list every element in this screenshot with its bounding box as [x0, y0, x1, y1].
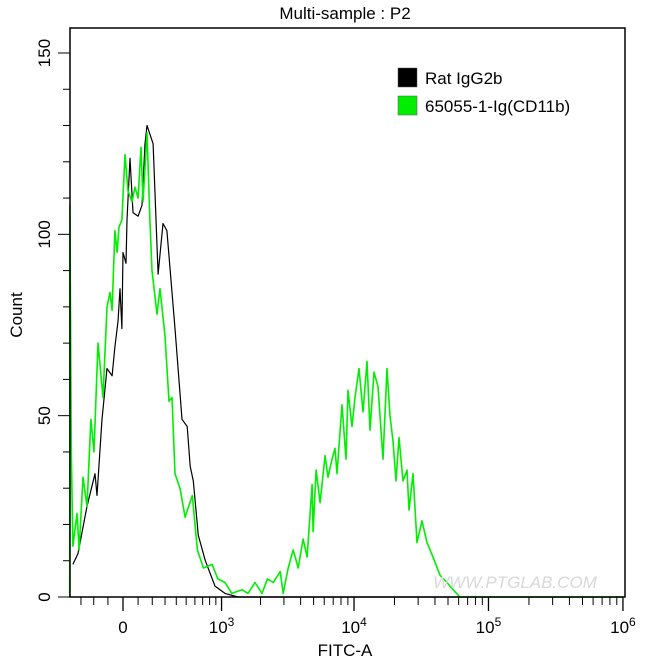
x-tick-label: 104 — [341, 615, 367, 637]
legend-swatch-1 — [397, 95, 418, 116]
legend-label-0: Rat IgG2b — [425, 69, 503, 88]
legend-swatch-0 — [397, 67, 418, 88]
y-tick-label: 100 — [35, 220, 54, 248]
plot-area — [68, 124, 623, 598]
y-tick-label: 0 — [35, 592, 54, 601]
y-tick-label: 150 — [35, 39, 54, 67]
x-tick-label: 0 — [118, 618, 127, 637]
legend: Rat IgG2b 65055-1-Ig(CD11b) — [397, 67, 570, 116]
x-axis-label: FITC-A — [318, 641, 373, 660]
chart-title: Multi-sample : P2 — [279, 4, 410, 23]
x-tick-label: 105 — [476, 615, 502, 637]
y-tick-label: 50 — [35, 406, 54, 425]
legend-label-1: 65055-1-Ig(CD11b) — [425, 97, 570, 116]
series-line-1 — [68, 132, 623, 598]
watermark: WWW.PTGLAB.COM — [433, 573, 598, 592]
x-tick-label: 106 — [610, 615, 636, 637]
y-axis-label: Count — [7, 292, 26, 338]
y-axis: 0 50 100 150 — [35, 39, 70, 602]
x-axis: 0 103 104 105 106 — [80, 597, 636, 637]
series-line-0 — [72, 124, 623, 598]
x-tick-label: 103 — [209, 615, 235, 637]
